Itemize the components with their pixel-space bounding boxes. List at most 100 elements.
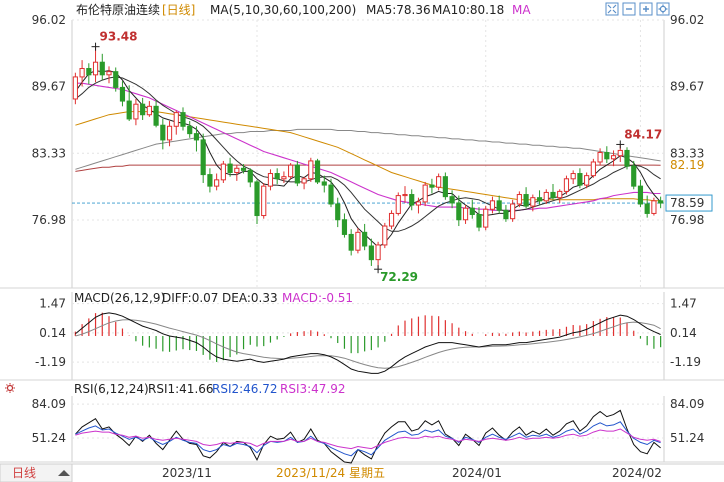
candle[interactable]: [590, 158, 596, 178]
candle[interactable]: [610, 150, 617, 167]
period-selector[interactable]: [0, 463, 73, 482]
candle[interactable]: [146, 101, 152, 117]
candle[interactable]: [234, 165, 240, 181]
candle[interactable]: [489, 196, 496, 214]
macd-settings-label[interactable]: MACD(26,12,9): [74, 291, 165, 305]
candle[interactable]: [557, 189, 563, 203]
candle[interactable]: [624, 147, 630, 170]
candle[interactable]: [375, 241, 381, 270]
candle[interactable]: [362, 223, 368, 251]
candle[interactable]: [113, 67, 119, 92]
candle[interactable]: [160, 118, 166, 150]
candle[interactable]: [200, 133, 206, 183]
candle[interactable]: [328, 178, 334, 208]
candle[interactable]: [288, 163, 294, 179]
candle[interactable]: [341, 213, 348, 238]
gear-icon[interactable]: [656, 2, 670, 16]
candle[interactable]: [140, 97, 146, 120]
candle[interactable]: [79, 60, 85, 87]
candle[interactable]: [301, 176, 307, 190]
candle[interactable]: [348, 229, 354, 256]
candle[interactable]: [247, 168, 253, 188]
candle[interactable]: [119, 81, 126, 107]
candle[interactable]: [274, 168, 280, 185]
candle[interactable]: [368, 238, 374, 266]
plus-icon[interactable]: [639, 2, 653, 16]
candle[interactable]: [126, 85, 132, 122]
candle[interactable]: [563, 175, 570, 195]
candle[interactable]: [321, 175, 327, 193]
candle[interactable]: [355, 228, 361, 254]
candle[interactable]: [207, 168, 213, 193]
candle[interactable]: [86, 63, 92, 85]
candle[interactable]: [415, 197, 422, 214]
candle[interactable]: [133, 98, 139, 126]
candle[interactable]: [449, 190, 455, 209]
candle[interactable]: [530, 194, 536, 212]
candle[interactable]: [658, 196, 664, 209]
candle[interactable]: [261, 182, 267, 219]
candle[interactable]: [510, 199, 516, 222]
candle[interactable]: [335, 197, 341, 228]
candle[interactable]: [281, 171, 287, 183]
period-badge[interactable]: [日线]: [162, 3, 195, 17]
candle[interactable]: [550, 184, 556, 200]
candle[interactable]: [220, 160, 226, 183]
candle[interactable]: [503, 205, 509, 222]
candle[interactable]: [166, 121, 173, 147]
candle[interactable]: [516, 191, 522, 208]
candle[interactable]: [483, 206, 489, 231]
candle[interactable]: [382, 222, 388, 249]
candle[interactable]: [604, 146, 610, 164]
candle[interactable]: [267, 169, 274, 191]
candle[interactable]: [523, 187, 529, 209]
candle[interactable]: [644, 195, 650, 218]
candle[interactable]: [429, 178, 435, 194]
candle[interactable]: [584, 172, 590, 189]
candle[interactable]: [402, 186, 408, 203]
candle[interactable]: [469, 199, 475, 219]
candle[interactable]: [442, 172, 448, 200]
candle[interactable]: [99, 53, 105, 81]
candle[interactable]: [631, 160, 637, 190]
candle[interactable]: [422, 181, 428, 207]
ma-settings-label[interactable]: MA(5,10,30,60,100,200): [210, 3, 356, 17]
candle[interactable]: [153, 100, 159, 128]
minus-icon[interactable]: [622, 2, 636, 16]
candle[interactable]: [214, 173, 220, 191]
candle[interactable]: [106, 66, 112, 84]
candle[interactable]: [72, 72, 78, 105]
candle[interactable]: [651, 197, 657, 216]
period-selector-label[interactable]: 日线: [12, 466, 36, 480]
settings-sun-icon[interactable]: [5, 383, 15, 393]
rsi-settings-label[interactable]: RSI(6,12,24): [74, 382, 149, 396]
compress-icon[interactable]: [605, 2, 619, 16]
candle[interactable]: [314, 158, 321, 185]
candle[interactable]: [597, 148, 603, 166]
candle[interactable]: [240, 164, 247, 174]
candle[interactable]: [254, 179, 260, 224]
candle[interactable]: [388, 210, 395, 230]
chevron-up-icon[interactable]: [58, 470, 70, 476]
candle[interactable]: [456, 195, 462, 227]
candle[interactable]: [476, 207, 482, 232]
candle[interactable]: [193, 126, 200, 152]
candle[interactable]: [294, 160, 300, 187]
candle[interactable]: [308, 157, 314, 182]
candle[interactable]: [436, 173, 442, 191]
candle[interactable]: [173, 110, 179, 135]
candle[interactable]: [570, 170, 576, 185]
candle[interactable]: [180, 107, 186, 131]
candle[interactable]: [543, 189, 549, 204]
candle[interactable]: [227, 157, 233, 177]
candle[interactable]: [187, 121, 193, 138]
candle[interactable]: [577, 168, 583, 189]
candle[interactable]: [536, 190, 543, 206]
candle[interactable]: [637, 179, 644, 208]
candle[interactable]: [395, 192, 401, 216]
candle[interactable]: [92, 46, 99, 83]
candle[interactable]: [462, 205, 469, 224]
candle[interactable]: [496, 195, 502, 214]
candle[interactable]: [409, 189, 415, 211]
